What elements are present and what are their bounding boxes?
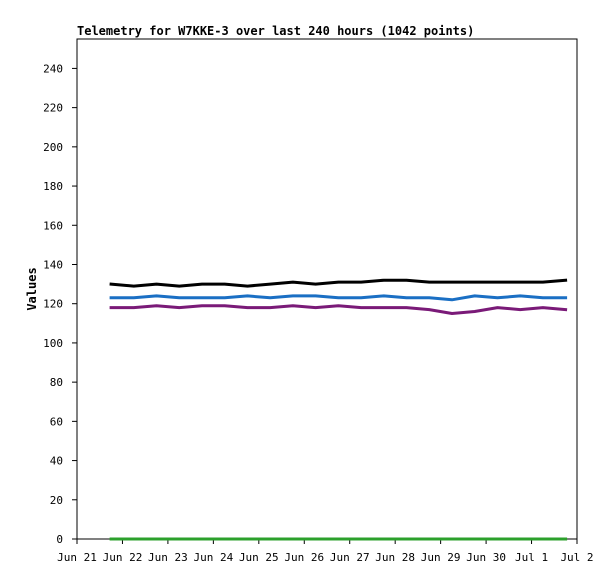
x-tick-label: Jun 23 — [148, 551, 188, 564]
plot-frame — [76, 38, 578, 540]
y-tick-label: 80 — [50, 376, 63, 389]
y-tick-label: 100 — [43, 337, 63, 350]
series-line-3 — [109, 304, 568, 315]
y-tick-label: 120 — [43, 298, 63, 311]
y-tick-label: 140 — [43, 258, 63, 271]
series-line-1 — [109, 278, 568, 288]
y-tick-label: 60 — [50, 415, 63, 428]
y-axis: 0 20 40 60 80 100 120 140 160 180 200 220 240 — [43, 62, 77, 546]
y-tick-label: 240 — [43, 62, 63, 75]
y-tick-label: 200 — [43, 141, 63, 154]
x-tick-label: Jun 21 — [57, 551, 97, 564]
chart-title: Telemetry for W7KKE-3 over last 240 hour… — [77, 24, 474, 38]
x-tick-label: Jul 1 — [515, 551, 548, 564]
y-tick-label: 20 — [50, 494, 63, 507]
y-tick-label: 220 — [43, 102, 63, 115]
x-tick-label: Jun 24 — [193, 551, 233, 564]
x-tick-label: Jun 29 — [421, 551, 461, 564]
x-tick-label: Jun 27 — [330, 551, 370, 564]
y-tick-label: 0 — [56, 533, 63, 546]
y-tick-label: 40 — [50, 455, 63, 468]
x-tick-label: Jul 2 — [560, 551, 593, 564]
series-line-2 — [109, 294, 568, 302]
y-tick-label: 180 — [43, 180, 63, 193]
x-axis: Jun 21 Jun 22 Jun 23 Jun 24 Jun 25 Jun 26 Jun … — [57, 539, 594, 564]
x-tick-label: Jun 25 — [239, 551, 279, 564]
x-tick-label: Jun 30 — [466, 551, 506, 564]
y-axis-label: Values — [25, 267, 39, 310]
x-tick-label: Jun 28 — [375, 551, 415, 564]
y-tick-label: 160 — [43, 219, 63, 232]
x-tick-label: Jun 26 — [284, 551, 324, 564]
x-tick-label: Jun 22 — [103, 551, 143, 564]
series-layer — [109, 278, 568, 541]
